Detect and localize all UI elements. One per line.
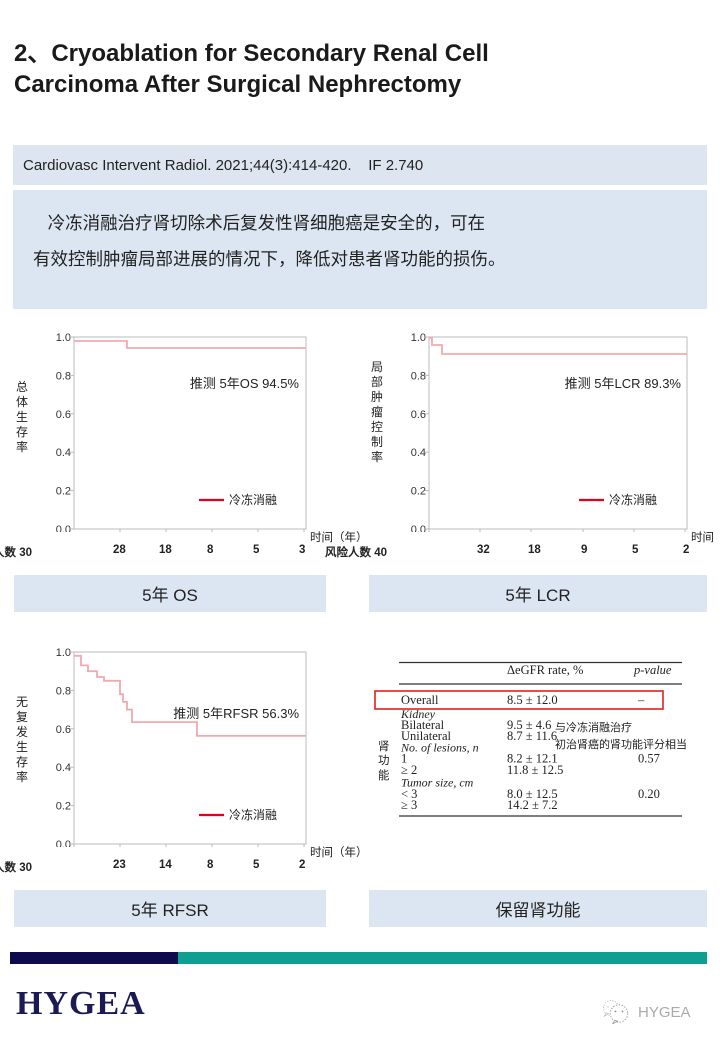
svg-text:0.20: 0.20 [638, 787, 660, 801]
svg-text:0.8: 0.8 [56, 685, 71, 697]
svg-text:0.0: 0.0 [56, 524, 71, 532]
svg-text:p-value: p-value [633, 663, 672, 677]
svg-text:0.4: 0.4 [411, 447, 426, 459]
svg-text:0.0: 0.0 [56, 839, 71, 847]
svg-text:推测 5年RFSR 56.3%: 推测 5年RFSR 56.3% [173, 706, 299, 721]
svg-text:8.7 ± 11.6: 8.7 ± 11.6 [507, 729, 557, 743]
svg-text:ΔeGFR rate, %: ΔeGFR rate, % [507, 663, 583, 677]
svg-text:1.0: 1.0 [56, 332, 71, 344]
svg-text:8.5 ± 12.0: 8.5 ± 12.0 [507, 693, 558, 707]
svg-text:0.4: 0.4 [56, 762, 71, 774]
svg-text:≥ 3: ≥ 3 [401, 798, 417, 812]
svg-text:推测 5年OS 94.5%: 推测 5年OS 94.5% [190, 376, 300, 391]
svg-text:0.0: 0.0 [411, 524, 426, 532]
svg-text:HYGEA: HYGEA [638, 1004, 691, 1021]
svg-text:0.2: 0.2 [56, 801, 71, 813]
svg-text:0.57: 0.57 [638, 752, 660, 766]
svg-text:–: – [637, 693, 645, 707]
svg-text:0.6: 0.6 [56, 409, 71, 421]
svg-text:0.6: 0.6 [56, 724, 71, 736]
svg-text:推测 5年LCR 89.3%: 推测 5年LCR 89.3% [565, 376, 682, 391]
svg-text:冷冻消融: 冷冻消融 [229, 492, 277, 507]
svg-text:0.2: 0.2 [56, 486, 71, 498]
svg-text:0.8: 0.8 [56, 370, 71, 382]
svg-text:No. of lesions, n: No. of lesions, n [400, 741, 479, 755]
svg-text:1.0: 1.0 [56, 647, 71, 659]
svg-text:11.8 ± 12.5: 11.8 ± 12.5 [507, 763, 563, 777]
svg-text:Overall: Overall [401, 693, 439, 707]
svg-text:冷冻消融: 冷冻消融 [229, 807, 277, 822]
svg-text:14.2 ± 7.2: 14.2 ± 7.2 [507, 798, 558, 812]
svg-text:0.4: 0.4 [56, 447, 71, 459]
svg-text:0.6: 0.6 [411, 409, 426, 421]
svg-text:冷冻消融: 冷冻消融 [609, 492, 657, 507]
svg-text:1.0: 1.0 [411, 332, 426, 344]
svg-text:0.2: 0.2 [411, 486, 426, 498]
svg-text:0.8: 0.8 [411, 370, 426, 382]
